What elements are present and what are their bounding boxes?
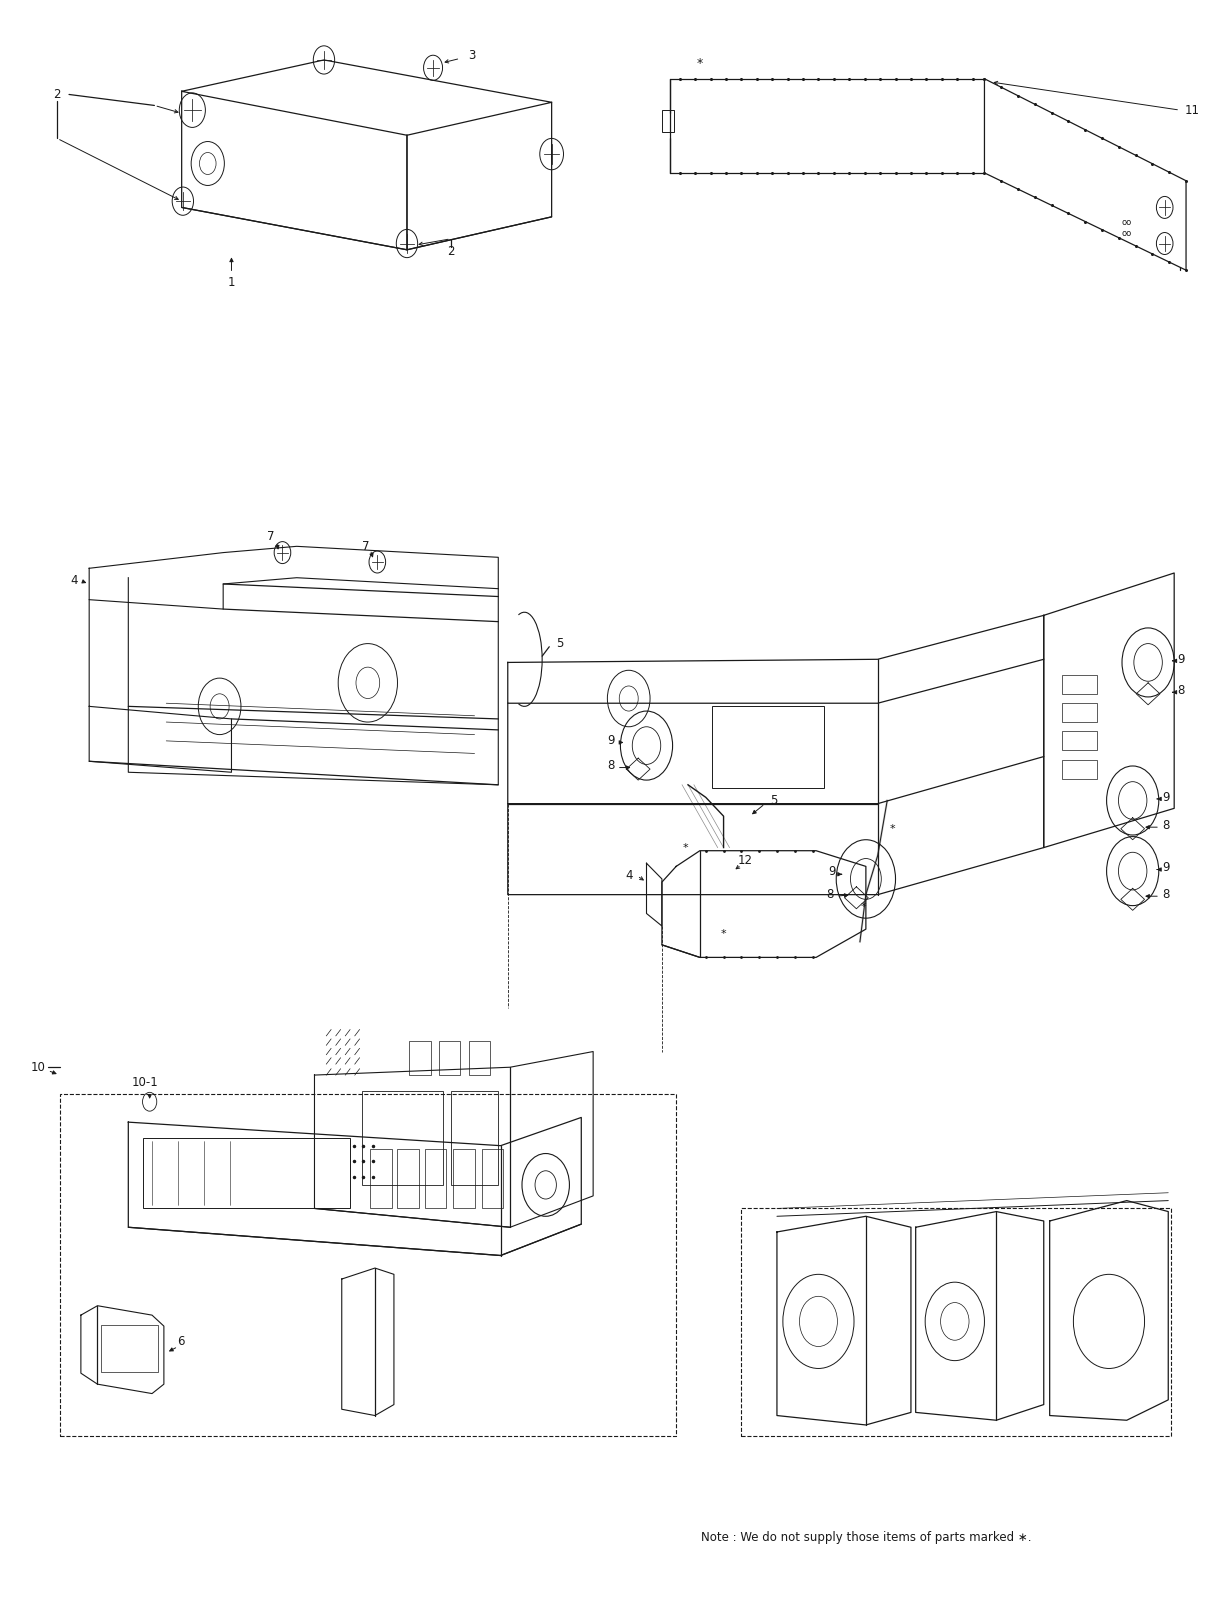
Bar	[1061, 760, 1097, 778]
Text: 4: 4	[70, 575, 77, 588]
Text: *: *	[697, 56, 703, 69]
Text: 6: 6	[177, 1335, 184, 1348]
Text: 2: 2	[53, 88, 60, 101]
Text: 11: 11	[1185, 104, 1199, 117]
Bar	[742, 1209, 1170, 1436]
Text: 10-1: 10-1	[132, 1076, 159, 1089]
Text: 9: 9	[607, 735, 615, 748]
Bar	[398, 1150, 419, 1209]
Bar	[439, 1041, 460, 1076]
Text: 7: 7	[267, 530, 275, 543]
Text: 1: 1	[227, 277, 235, 290]
Bar	[482, 1150, 503, 1209]
Bar	[409, 1041, 431, 1076]
Text: 5: 5	[557, 637, 564, 650]
Bar	[454, 1150, 474, 1209]
Bar	[1061, 732, 1097, 751]
Text: 12: 12	[737, 853, 753, 866]
Bar	[362, 1090, 443, 1185]
Text: 2: 2	[448, 245, 455, 258]
Text: 8: 8	[1177, 684, 1185, 696]
Bar	[143, 1138, 350, 1209]
Text: oo
oo: oo oo	[1122, 218, 1131, 239]
Bar	[451, 1090, 499, 1185]
Bar	[662, 110, 674, 133]
Bar	[425, 1150, 446, 1209]
Bar	[1061, 703, 1097, 722]
Text: 8: 8	[1163, 889, 1170, 901]
Text: *: *	[889, 825, 894, 834]
Text: 8: 8	[1163, 820, 1170, 833]
Text: 3: 3	[468, 48, 476, 62]
Bar	[59, 1093, 676, 1436]
Text: 9: 9	[829, 865, 836, 877]
Text: 9: 9	[1163, 861, 1170, 874]
Text: *: *	[682, 842, 688, 853]
Text: *: *	[721, 929, 726, 938]
Text: 5: 5	[770, 794, 777, 807]
Text: 8: 8	[607, 759, 615, 772]
Bar	[102, 1324, 159, 1372]
Bar	[370, 1150, 392, 1209]
Text: 7: 7	[362, 540, 369, 552]
Text: *: *	[860, 903, 866, 913]
Bar	[1061, 676, 1097, 693]
Bar	[711, 706, 824, 788]
Text: Note : We do not supply those items of parts marked ∗.: Note : We do not supply those items of p…	[701, 1532, 1031, 1545]
Text: 9: 9	[1177, 653, 1186, 666]
Text: 4: 4	[626, 869, 633, 882]
Bar	[468, 1041, 490, 1076]
Text: 9: 9	[1163, 791, 1170, 804]
Text: 10: 10	[30, 1061, 46, 1074]
Text: 8: 8	[826, 889, 834, 901]
